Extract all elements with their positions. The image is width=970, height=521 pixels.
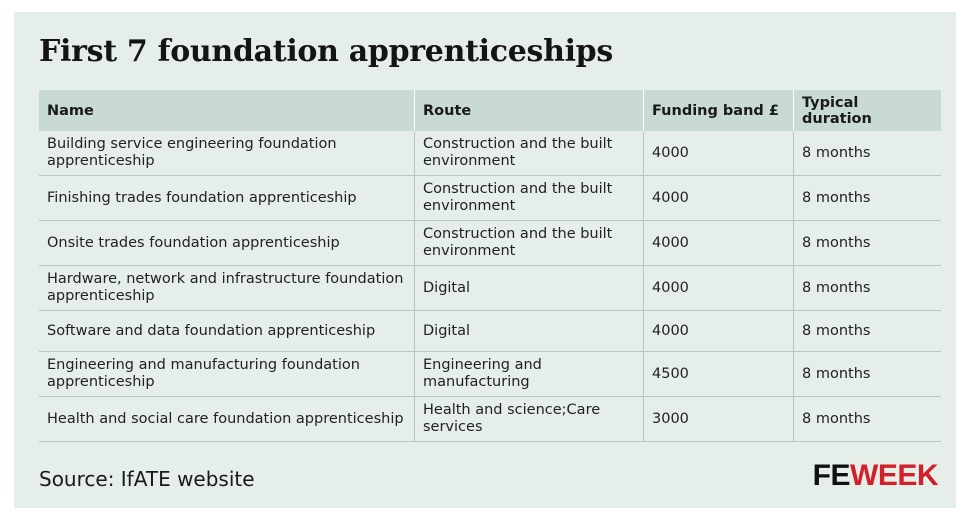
header-funding-band: Funding band £ [643, 90, 794, 131]
cell-funding-band: 4000 [643, 220, 794, 266]
cell-duration: 8 months [793, 310, 941, 352]
cell-duration: 8 months [793, 396, 941, 442]
cell-route: Health and science;Care services [414, 396, 644, 442]
table-row: Building service engineering foundation … [39, 131, 941, 176]
cell-name: Health and social care foundation appren… [39, 396, 415, 442]
cell-funding-band: 4000 [643, 131, 794, 176]
page-title: First 7 foundation apprenticeships [39, 34, 613, 69]
cell-funding-band: 3000 [643, 396, 794, 442]
table-row: Hardware, network and infrastructure fou… [39, 265, 941, 311]
cell-duration: 8 months [793, 265, 941, 311]
cell-route: Construction and the built environment [414, 220, 644, 266]
cell-funding-band: 4000 [643, 310, 794, 352]
table-row: Software and data foundation apprentices… [39, 310, 941, 352]
table-row: Finishing trades foundation apprenticesh… [39, 175, 941, 221]
apprenticeships-table: Name Route Funding band £ Typical durati… [39, 90, 941, 442]
cell-name: Finishing trades foundation apprenticesh… [39, 175, 415, 221]
cell-duration: 8 months [793, 175, 941, 221]
cell-name: Engineering and manufacturing foundation… [39, 351, 415, 397]
cell-funding-band: 4500 [643, 351, 794, 397]
cell-name: Onsite trades foundation apprenticeship [39, 220, 415, 266]
cell-route: Construction and the built environment [414, 175, 644, 221]
header-name: Name [39, 90, 415, 131]
table-row: Onsite trades foundation apprenticeship … [39, 220, 941, 266]
source-note: Source: IfATE website [39, 467, 255, 491]
table-header-row: Name Route Funding band £ Typical durati… [39, 90, 941, 131]
table-row: Health and social care foundation appren… [39, 396, 941, 442]
header-route: Route [414, 90, 644, 131]
cell-duration: 8 months [793, 131, 941, 176]
fe-week-logo: FEWEEK [812, 459, 939, 493]
table-row: Engineering and manufacturing foundation… [39, 351, 941, 397]
cell-route: Construction and the built environment [414, 131, 644, 176]
cell-route: Digital [414, 310, 644, 352]
cell-name: Hardware, network and infrastructure fou… [39, 265, 415, 311]
cell-funding-band: 4000 [643, 175, 794, 221]
logo-week-text: WEEK [850, 459, 939, 492]
cell-name: Software and data foundation apprentices… [39, 310, 415, 352]
infographic-card: First 7 foundation apprenticeships Name … [14, 12, 956, 508]
cell-route: Engineering and manufacturing [414, 351, 644, 397]
header-typical-duration: Typical duration [793, 90, 941, 131]
logo-fe-text: FE [812, 459, 851, 492]
cell-name: Building service engineering foundation … [39, 131, 415, 176]
cell-duration: 8 months [793, 351, 941, 397]
cell-funding-band: 4000 [643, 265, 794, 311]
cell-duration: 8 months [793, 220, 941, 266]
cell-route: Digital [414, 265, 644, 311]
